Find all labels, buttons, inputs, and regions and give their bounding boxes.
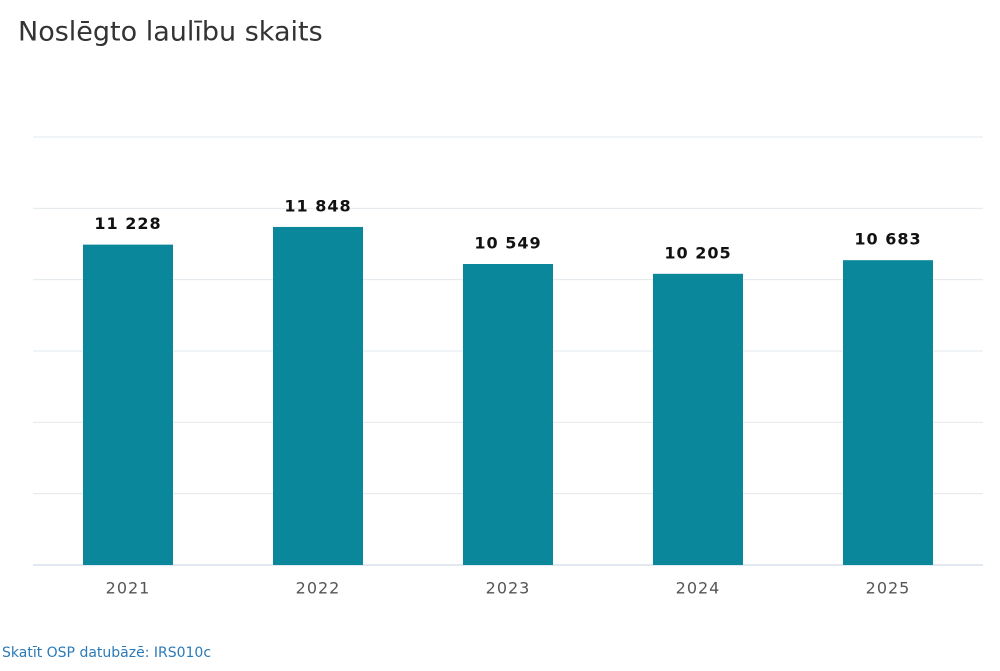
x-tick-label: 2022 xyxy=(296,579,341,598)
value-label: 11 848 xyxy=(284,196,351,215)
x-tick-label: 2021 xyxy=(106,579,151,598)
value-label: 11 228 xyxy=(94,214,161,233)
x-tick-label: 2025 xyxy=(866,579,911,598)
source-link[interactable]: Skatīt OSP datubāzē: IRS010c xyxy=(2,645,211,661)
value-label: 10 205 xyxy=(664,243,731,262)
x-tick-label: 2024 xyxy=(676,579,721,598)
bar xyxy=(273,226,363,565)
chart-title: Noslēgto laulību skaits xyxy=(18,17,323,48)
bar xyxy=(843,260,933,565)
bar xyxy=(653,273,743,565)
x-tick-label: 2023 xyxy=(486,579,531,598)
bar xyxy=(83,244,173,565)
bar xyxy=(463,264,553,565)
value-label: 10 549 xyxy=(474,234,541,253)
value-label: 10 683 xyxy=(854,230,921,249)
